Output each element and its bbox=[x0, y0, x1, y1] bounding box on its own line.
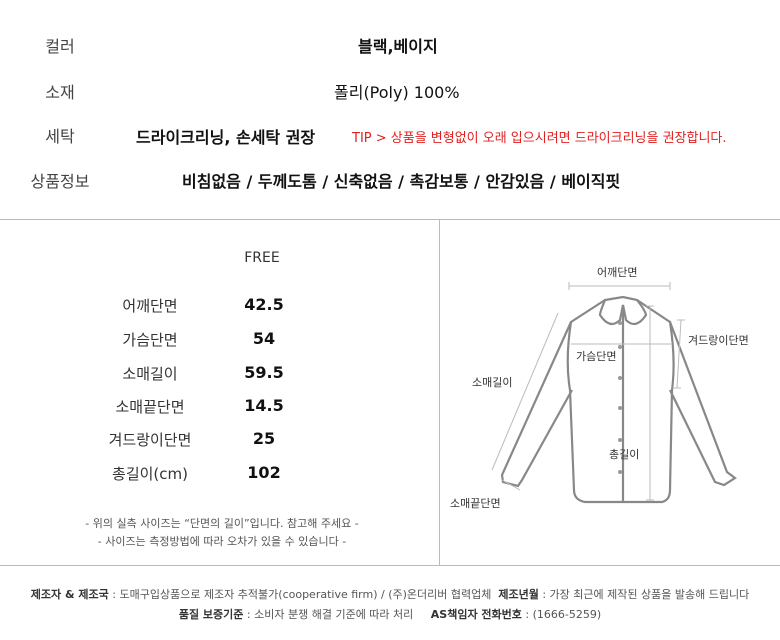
info-label-color: 컬러 bbox=[45, 37, 75, 56]
info-label-product: 상품정보 bbox=[30, 172, 90, 191]
shirt-diagram bbox=[491, 282, 737, 504]
measure-lines bbox=[491, 282, 685, 501]
size-label: 소매끝단면 bbox=[115, 398, 185, 416]
info-value-color: 블랙,베이지 bbox=[358, 37, 438, 56]
footer-line-1: 제조자 & 제조국 : 도매구입상품으로 제조자 추적불가(cooperativ… bbox=[31, 586, 749, 602]
diagram-label-total: 총길이 bbox=[609, 448, 640, 461]
size-label: 소매길이 bbox=[122, 365, 178, 383]
diagram-label-chest: 가슴단면 bbox=[576, 350, 617, 363]
size-value: 54 bbox=[252, 329, 276, 348]
diagram-label-shoulder: 어깨단면 bbox=[597, 266, 638, 279]
button-icons bbox=[618, 321, 622, 474]
info-label-material: 소재 bbox=[45, 83, 75, 102]
diagram-label-armpit: 겨드랑이단면 bbox=[688, 334, 749, 347]
size-label: 총길이(cm) bbox=[112, 465, 188, 483]
date-label: 제조년월 bbox=[498, 588, 539, 601]
size-label: 겨드랑이단면 bbox=[108, 431, 192, 449]
as-label: AS책임자 전화번호 bbox=[430, 608, 522, 621]
divider bbox=[439, 219, 440, 565]
as-value: : (1666-5259) bbox=[525, 608, 602, 621]
info-value-wash: 드라이크리닝, 손세탁 권장 bbox=[136, 128, 316, 147]
footer-line-2: 품질 보증기준 : 소비자 분쟁 해결 기준에 따라 처리 AS책임자 전화번호… bbox=[179, 606, 601, 622]
shirt-outline-icon bbox=[500, 295, 737, 504]
size-note: - 사이즈는 측정방법에 따라 오차가 있을 수 있습니다 - bbox=[97, 535, 347, 548]
size-value: 59.5 bbox=[244, 363, 284, 382]
size-label: 가슴단면 bbox=[122, 331, 178, 349]
diagram-label-cuff: 소매끝단면 bbox=[450, 497, 501, 510]
maker-value: : 도매구입상품으로 제조자 추적불가(cooperative firm) / … bbox=[112, 588, 492, 601]
diagram-label-sleeve: 소매길이 bbox=[472, 376, 513, 389]
size-value: 14.5 bbox=[244, 396, 284, 415]
info-value-material: 폴리(Poly) 100% bbox=[334, 83, 460, 102]
info-value-product: 비침없음 / 두께도톰 / 신축없음 / 촉감보통 / 안감있음 / 베이직핏 bbox=[182, 172, 621, 191]
divider bbox=[0, 565, 780, 566]
size-value: 42.5 bbox=[244, 295, 284, 314]
size-note: - 위의 실측 사이즈는 “단면의 길이”입니다. 참고해 주세요 - bbox=[85, 517, 359, 530]
quality-label: 품질 보증기준 bbox=[178, 608, 244, 621]
size-value: 25 bbox=[252, 429, 276, 448]
size-header-free: FREE bbox=[244, 250, 280, 266]
maker-label: 제조자 & 제조국 bbox=[30, 588, 109, 601]
size-label: 어깨단면 bbox=[122, 297, 178, 315]
size-value: 102 bbox=[247, 463, 281, 482]
wash-tip: TIP > 상품을 변형없이 오래 입으시려면 드라이크리닝을 권장합니다. bbox=[352, 131, 727, 146]
info-label-wash: 세탁 bbox=[45, 127, 75, 146]
quality-value: : 소비자 분쟁 해결 기준에 따라 처리 bbox=[246, 608, 414, 621]
date-value: : 가장 최근에 제작된 상품을 발송해 드립니다 bbox=[542, 588, 750, 601]
divider bbox=[0, 219, 780, 220]
